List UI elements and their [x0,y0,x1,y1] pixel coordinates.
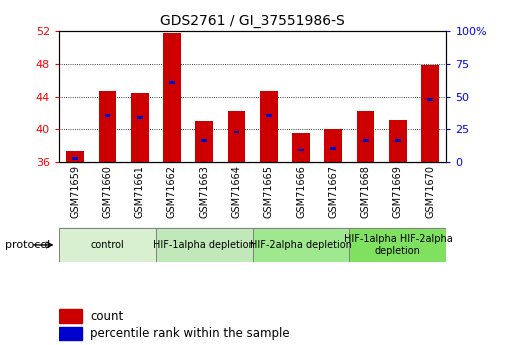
Bar [195,121,213,162]
Text: GSM71662: GSM71662 [167,165,177,218]
Bar [59,309,82,323]
Bar [421,66,439,162]
Bar [252,228,349,262]
Text: HIF-1alpha depletion: HIF-1alpha depletion [153,240,255,250]
Bar [427,98,433,101]
Text: control: control [90,240,124,250]
Text: GSM71668: GSM71668 [361,165,370,218]
Bar [330,147,336,150]
Bar [228,110,245,162]
Text: GSM71664: GSM71664 [231,165,242,218]
Bar [156,228,252,262]
Bar [357,110,374,162]
Bar [72,157,78,160]
Text: HIF-1alpha HIF-2alpha
depletion: HIF-1alpha HIF-2alpha depletion [344,234,452,256]
Bar [260,91,278,162]
Bar [363,139,368,142]
Bar [98,91,116,162]
Bar [395,139,401,142]
Bar [59,327,82,340]
Bar [201,139,207,142]
Bar [66,151,84,162]
Text: count: count [90,310,123,323]
Bar [131,92,149,162]
Text: GSM71659: GSM71659 [70,165,80,218]
Text: GSM71661: GSM71661 [135,165,145,218]
Bar [349,228,446,262]
Bar [233,131,240,134]
Bar [105,114,110,117]
Text: GDS2761 / GI_37551986-S: GDS2761 / GI_37551986-S [160,14,345,28]
Bar [163,33,181,162]
Text: GSM71663: GSM71663 [199,165,209,218]
Text: GSM71667: GSM71667 [328,165,339,218]
Text: GSM71669: GSM71669 [393,165,403,218]
Text: GSM71665: GSM71665 [264,165,274,218]
Text: GSM71660: GSM71660 [103,165,112,218]
Bar [292,134,310,162]
Bar [298,149,304,151]
Bar [59,228,156,262]
Text: protocol: protocol [5,240,50,250]
Bar [389,119,407,162]
Text: percentile rank within the sample: percentile rank within the sample [90,327,290,341]
Text: GSM71666: GSM71666 [296,165,306,218]
Bar [169,81,175,84]
Bar [266,114,272,117]
Text: HIF-2alpha depletion: HIF-2alpha depletion [250,240,352,250]
Text: GSM71670: GSM71670 [425,165,435,218]
Bar [137,116,143,119]
Bar [324,129,342,162]
